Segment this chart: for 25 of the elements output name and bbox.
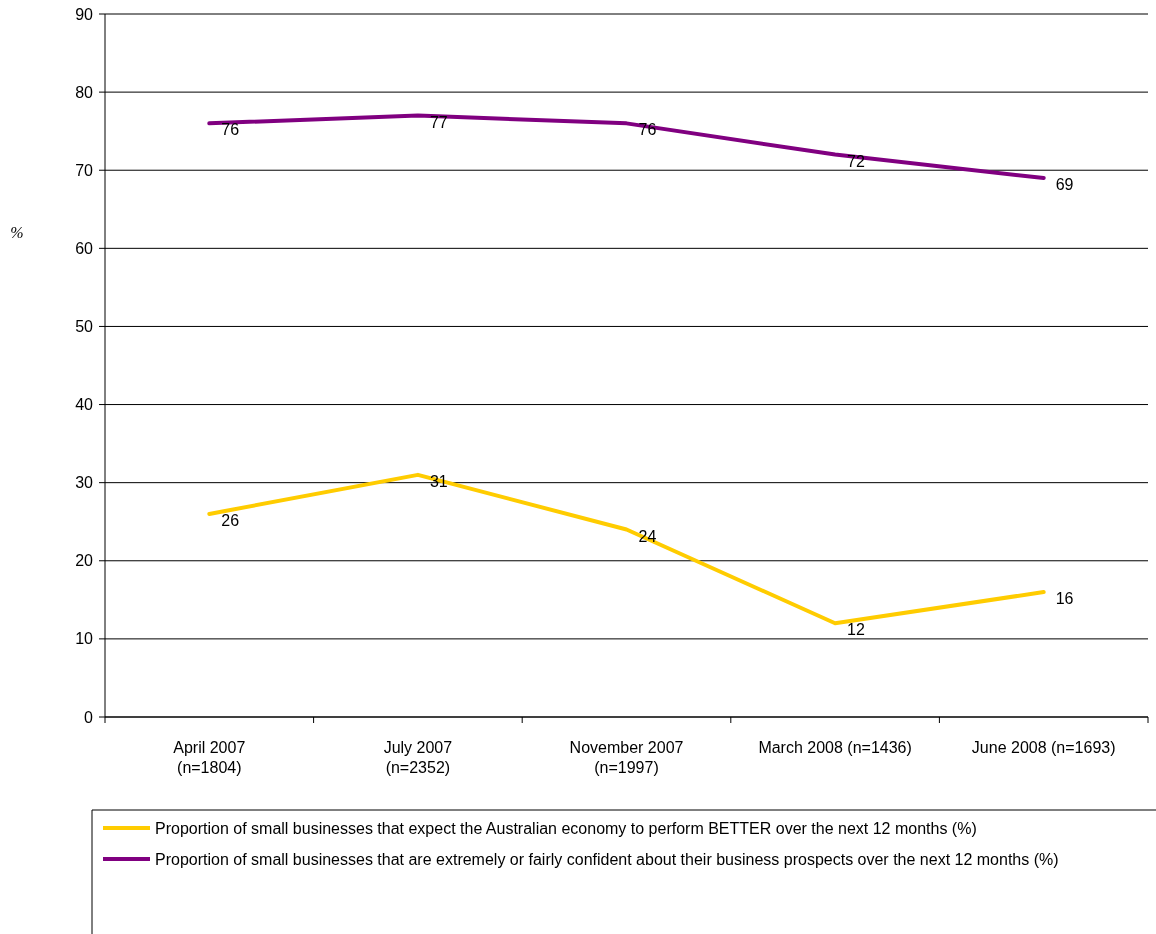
- y-tick-label: 80: [75, 83, 94, 101]
- legend-label: Proportion of small businesses that are extremely or fairly confident about their business prospects over the next 12 months (%): [155, 851, 1059, 868]
- x-tick-label: November 2007 (n=1997): [569, 739, 684, 776]
- data-label: 77: [429, 113, 448, 131]
- data-label: 12: [847, 621, 865, 639]
- x-tick-label: June 2008 (n=1693): [971, 739, 1116, 756]
- y-tick-label: 20: [75, 552, 94, 570]
- data-label: 76: [221, 121, 240, 139]
- x-tick-label: July 2007 (n=2352): [383, 739, 453, 776]
- data-label: 16: [1055, 590, 1074, 608]
- y-axis-title: %: [10, 224, 24, 241]
- data-label: 26: [221, 511, 240, 529]
- data-label: 69: [1055, 176, 1074, 194]
- legend-label: Proportion of small businesses that expect the Australian economy to perform BETTER over the next 12 months (%): [155, 820, 977, 837]
- y-tick-label: 50: [75, 318, 94, 336]
- y-tick-label: 70: [75, 161, 94, 179]
- y-tick-label: 60: [75, 239, 94, 257]
- x-tick-label: March 2008 (n=1436): [758, 739, 912, 756]
- y-tick-label: 40: [75, 396, 94, 414]
- y-tick-label: 0: [84, 708, 94, 726]
- line-series: [207, 113, 1046, 181]
- y-tick-label: 30: [75, 474, 94, 492]
- y-tick-label: 10: [75, 630, 94, 648]
- y-tick-label: 90: [75, 5, 94, 23]
- x-tick-label: April 2007 (n=1804): [173, 739, 246, 776]
